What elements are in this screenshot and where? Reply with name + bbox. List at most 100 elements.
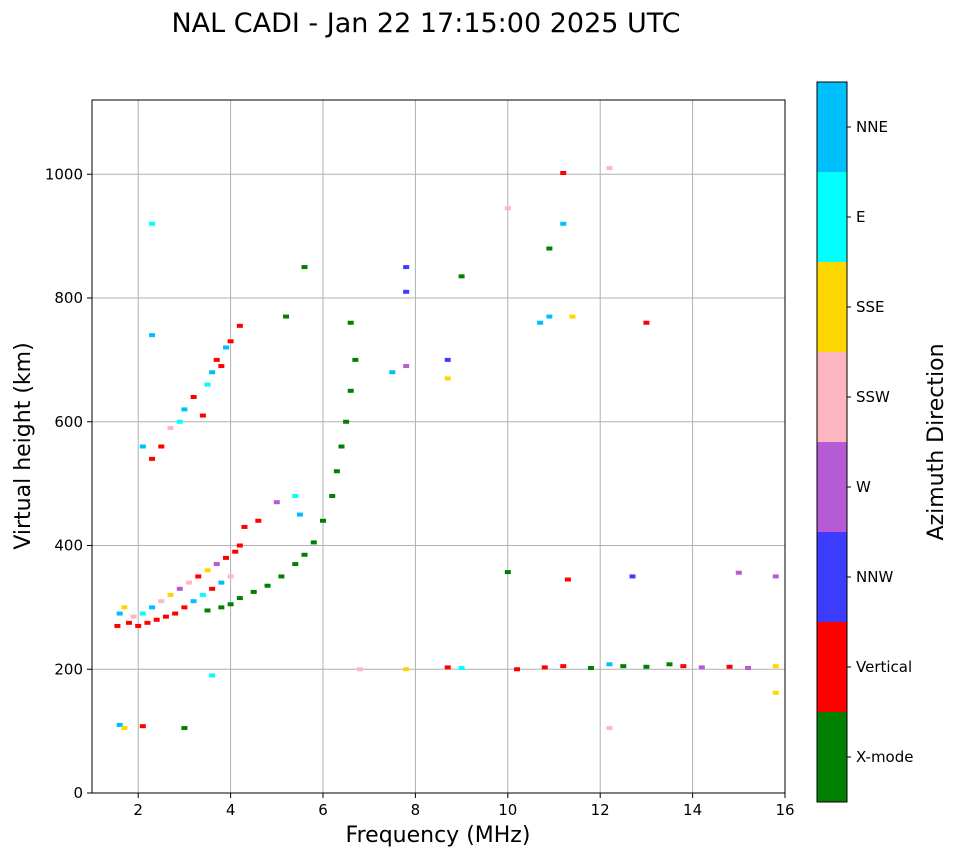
data-point [620,664,627,669]
colorbar-tick-label: NNE [856,118,888,136]
data-point [606,726,613,731]
data-point [236,323,243,328]
x-tick-label: 6 [318,801,328,819]
data-point [218,605,225,610]
data-point [250,589,257,594]
data-point [149,333,156,338]
plot-frame [91,99,786,794]
y-tick-label: 400 [54,537,83,555]
data-point [227,339,234,344]
data-point [139,724,146,729]
data-point [444,376,451,381]
data-point [283,314,290,319]
data-point [352,357,359,362]
data-point [227,574,234,579]
y-tick-label: 200 [54,660,83,678]
data-point [176,419,183,424]
colorbar-segment [817,172,847,262]
data-point [158,599,165,604]
data-point [167,425,174,430]
data-point [514,667,521,672]
data-point [264,583,271,588]
data-point [227,602,234,607]
data-point [347,388,354,393]
data-point [560,664,567,669]
x-tick-label: 8 [411,801,421,819]
data-point [606,662,613,667]
data-point [222,345,229,350]
data-point [149,605,156,610]
data-point [181,605,188,610]
data-point [301,552,308,557]
data-point [209,673,216,678]
data-point [236,543,243,548]
data-point [643,320,650,325]
data-point [329,494,336,498]
data-point [144,620,151,625]
data-point [541,665,548,670]
data-point [273,500,280,505]
data-point [176,586,183,591]
x-tick-label: 10 [498,801,517,819]
chart-title: NAL CADI - Jan 22 17:15:00 2025 UTC [171,8,680,39]
grid [92,100,786,794]
data-point [772,664,779,669]
colorbar-tick-label: SSE [856,298,885,316]
data-point [241,524,248,529]
data-point [343,419,350,424]
data-point [116,722,123,727]
data-point [139,611,146,616]
data-point [158,444,165,449]
x-axis-label: Frequency (MHz) [346,823,531,848]
x-tick-label: 16 [775,801,794,819]
data-point [149,221,156,226]
colorbar-segment [817,262,847,352]
colorbar-frame [816,81,848,803]
y-tick-label: 0 [73,784,83,802]
data-point [356,667,363,672]
data-point [320,518,326,523]
data-point [606,166,613,171]
data-point [546,314,553,319]
data-point [236,596,243,601]
colorbar-segment [817,352,847,442]
data-point [162,614,169,619]
data-point [726,664,733,669]
colorbar-tick-label: X-mode [856,748,913,766]
data-point [403,289,410,294]
data-point [167,593,174,597]
colorbar-tick-label: W [856,478,871,496]
data-point [139,444,146,449]
data-point [213,357,220,362]
data-point [130,614,137,619]
data-point [209,586,216,591]
data-point [546,246,553,251]
data-point [587,666,594,671]
data-point [199,413,206,418]
data-point [745,666,752,671]
data-point [278,574,285,579]
data-point [569,314,576,319]
data-point [301,265,308,270]
x-axis: 2 4 6 8 10 12 14 16 [133,793,795,819]
data-point [149,456,156,461]
colorbar-segment [817,532,847,622]
data-point [333,469,340,474]
data-point [772,690,779,695]
data-point [204,608,211,613]
colorbar-tick-label: Vertical [856,658,912,676]
data-point [135,623,142,628]
x-tick-label: 12 [591,801,610,819]
data-point [629,574,636,579]
data-point [121,726,128,731]
data-point [680,664,687,669]
colorbar-tick-label: NNW [856,568,893,586]
colorbar-segment [817,712,847,802]
data-point [458,274,465,279]
colorbar-segment [817,622,847,712]
data-point [504,206,511,211]
data-point [181,407,188,412]
colorbar-segment [817,442,847,532]
data-point [114,623,121,628]
